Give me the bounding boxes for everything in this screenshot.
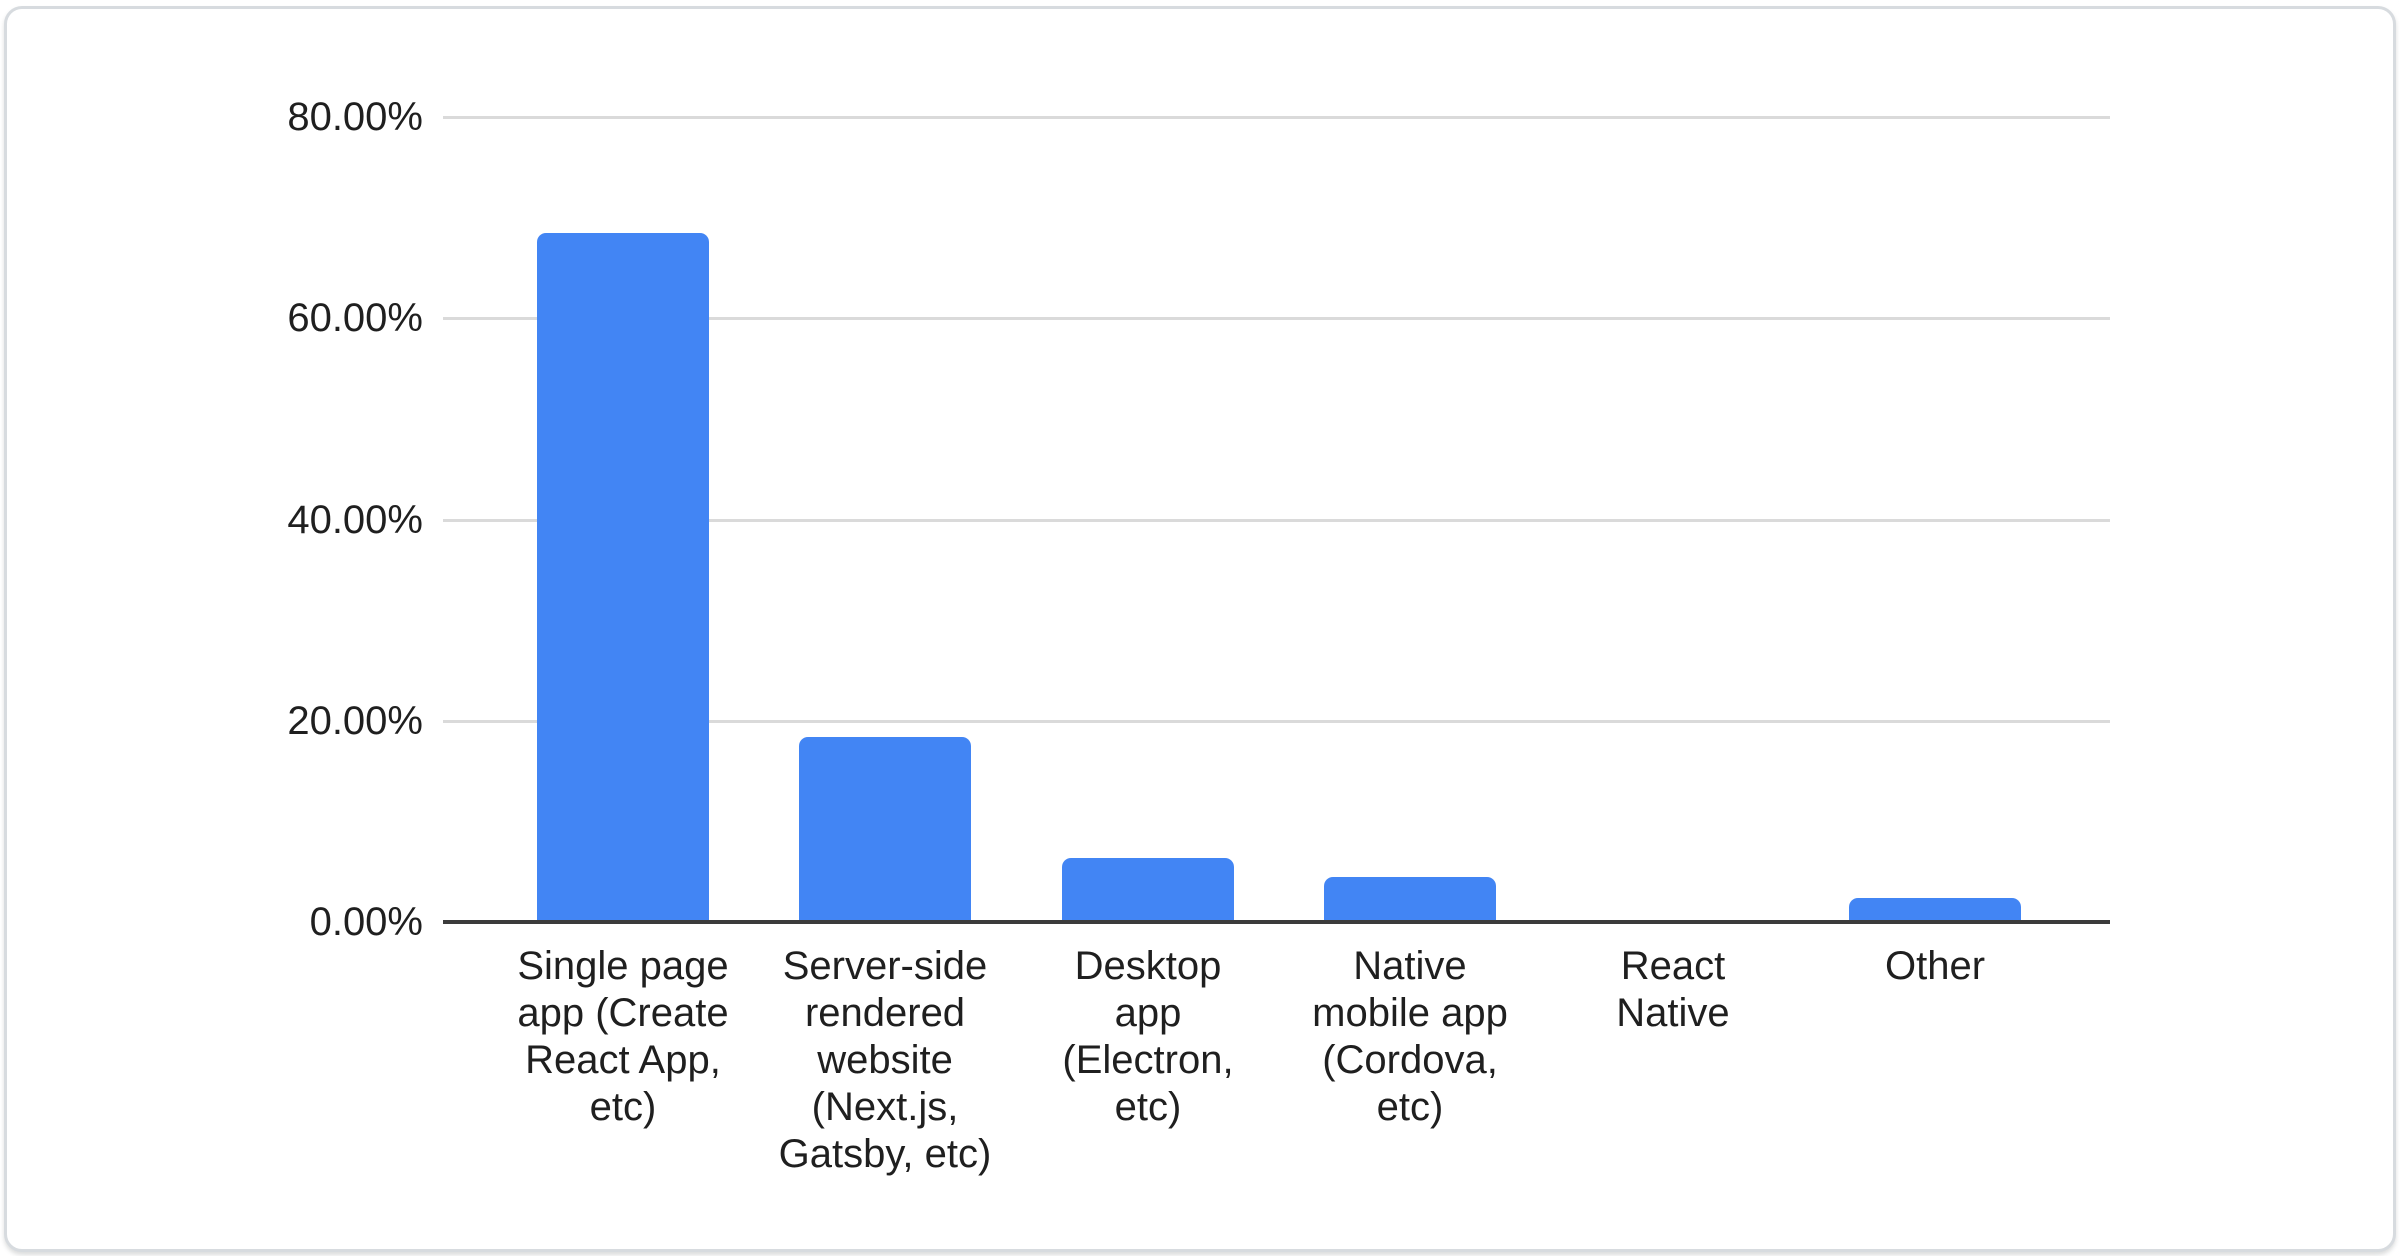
gridline — [443, 519, 2110, 522]
bar-native-mobile-app-cordova-etc[interactable] — [1324, 877, 1496, 922]
x-axis-category-label: Server-side rendered website (Next.js, G… — [778, 944, 992, 1176]
y-axis-tick-label: 60.00% — [287, 296, 423, 340]
y-axis-tick-label: 40.00% — [287, 498, 423, 542]
x-axis-category-label: React Native — [1616, 944, 1730, 1035]
gridline — [443, 116, 2110, 119]
y-axis-tick-label: 80.00% — [287, 95, 423, 139]
bar-single-page-app-create-react-app-etc[interactable] — [537, 233, 709, 922]
x-axis-category-label: Native mobile app (Cordova, etc) — [1312, 944, 1508, 1129]
x-axis-category-label: Other — [1884, 944, 1986, 988]
bar-server-side-rendered-website-next-js-gat[interactable] — [799, 737, 971, 922]
chart-card — [4, 6, 2396, 1252]
x-axis-line — [443, 920, 2110, 924]
x-axis-category-label: Desktop app (Electron, etc) — [1062, 944, 1234, 1129]
bar-desktop-app-electron-etc[interactable] — [1062, 858, 1234, 922]
x-axis-category-label: Single page app (Create React App, etc) — [517, 944, 729, 1129]
gridline — [443, 317, 2110, 320]
y-axis-tick-label: 20.00% — [287, 699, 423, 743]
gridline — [443, 720, 2110, 723]
bar-other[interactable] — [1849, 898, 2021, 922]
y-axis-tick-label: 0.00% — [309, 900, 423, 944]
